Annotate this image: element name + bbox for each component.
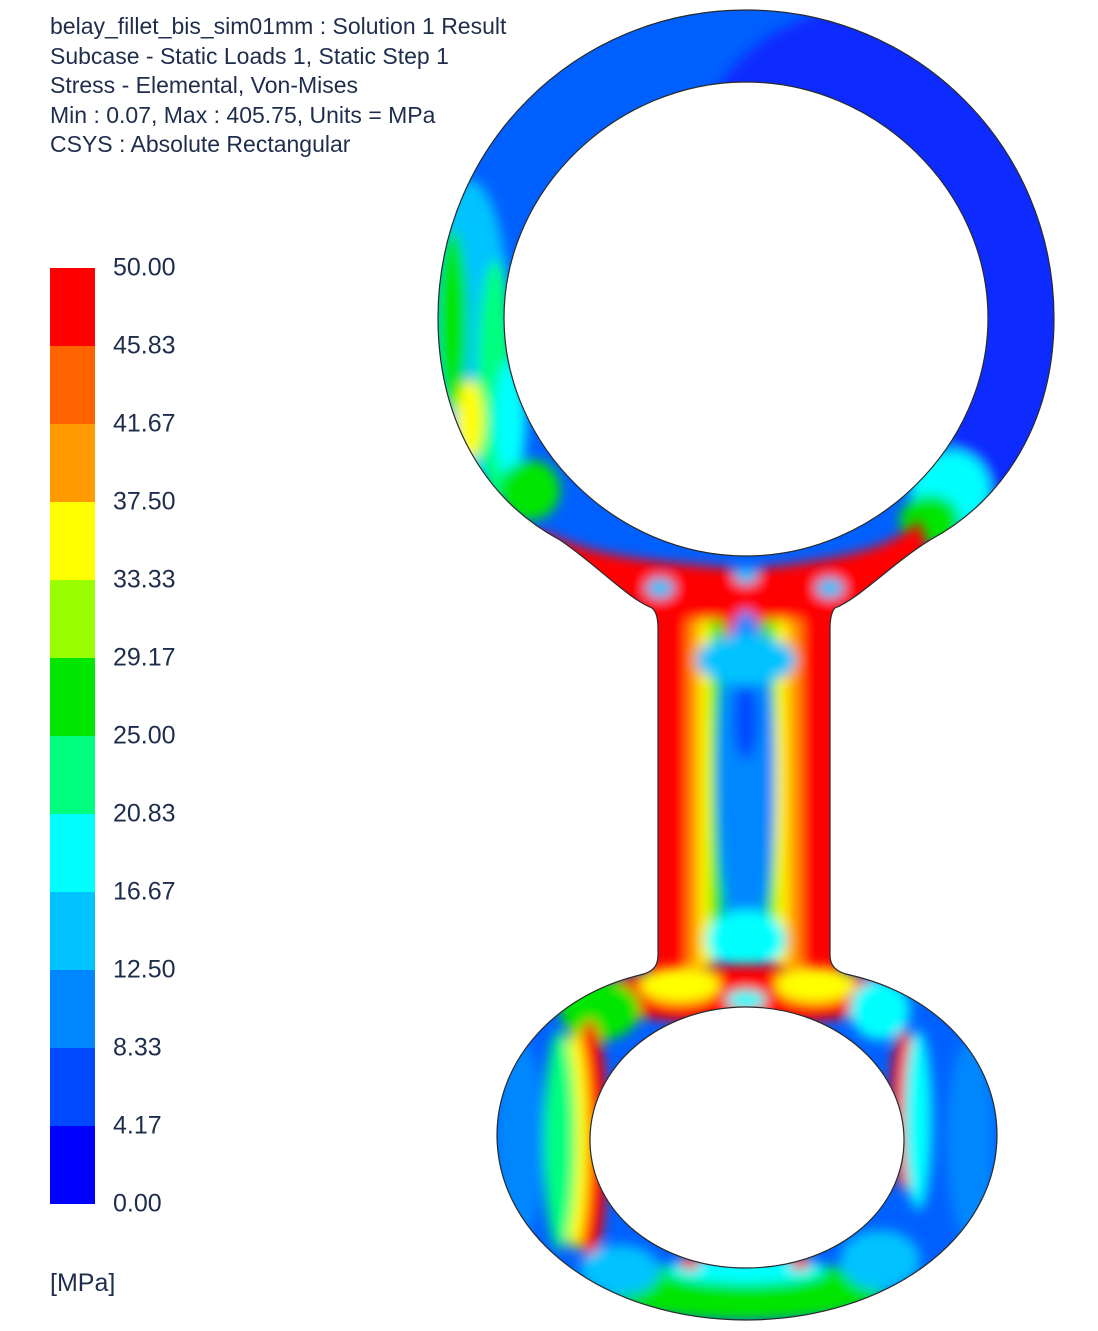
legend-tick-label: 41.67 <box>113 409 176 438</box>
model-title: belay_fillet_bis_sim01mm : Solution 1 Re… <box>50 13 507 39</box>
legend-tick-label: 8.33 <box>113 1033 162 1062</box>
legend-swatch <box>50 580 95 658</box>
top-ring-contours <box>438 10 1054 545</box>
csys-label: CSYS : Absolute Rectangular <box>50 131 351 157</box>
color-legend-bar <box>50 268 95 1204</box>
legend-swatch <box>50 424 95 502</box>
units-label: [MPa] <box>50 1269 116 1297</box>
legend-swatch <box>50 502 95 580</box>
legend-tick-label: 45.83 <box>113 331 176 360</box>
legend-swatch <box>50 346 95 424</box>
legend-tick-label: 29.17 <box>113 643 176 672</box>
legend-tick-label: 4.17 <box>113 1111 162 1140</box>
legend-tick-label: 33.33 <box>113 565 176 594</box>
legend-swatch <box>50 1126 95 1204</box>
legend-tick-label: 20.83 <box>113 799 176 828</box>
part-outline <box>437 9 1055 1321</box>
legend-tick-label: 50.00 <box>113 253 176 282</box>
legend-tick-label: 25.00 <box>113 721 176 750</box>
result-header: belay_fillet_bis_sim01mm : Solution 1 Re… <box>50 12 506 160</box>
legend-tick-label: 12.50 <box>113 955 176 984</box>
legend-swatch <box>50 970 95 1048</box>
result-type-label: Stress - Elemental, Von-Mises <box>50 72 359 98</box>
subcase-label: Subcase - Static Loads 1, Static Step 1 <box>50 42 449 69</box>
legend-swatch <box>50 814 95 892</box>
legend-swatch <box>50 658 95 736</box>
legend-swatch <box>50 1048 95 1126</box>
legend-tick-label: 16.67 <box>113 877 176 906</box>
legend-swatch <box>50 892 95 970</box>
part-fill <box>438 10 1054 1320</box>
legend-tick-label: 37.50 <box>113 487 176 516</box>
legend-swatch <box>50 268 95 346</box>
legend-swatch <box>50 736 95 814</box>
min-max-label: Min : 0.07, Max : 405.75, Units = MPa <box>50 101 436 128</box>
neck-contours <box>540 520 930 990</box>
legend-tick-label: 0.00 <box>113 1189 162 1218</box>
